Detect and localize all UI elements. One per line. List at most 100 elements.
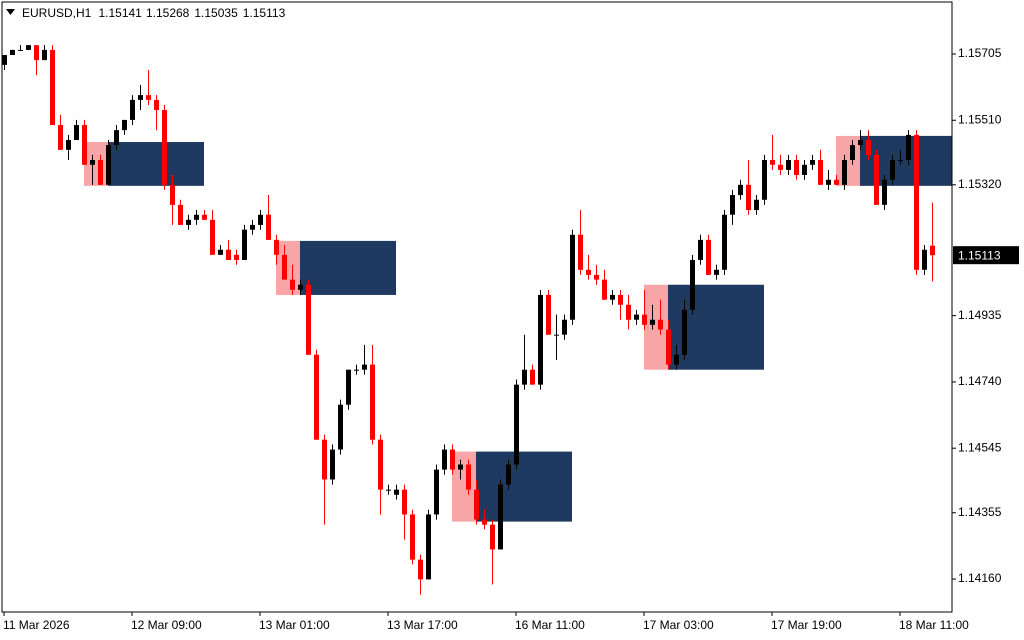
candle-body	[258, 214, 263, 225]
candle-body	[274, 239, 279, 255]
candle-body	[98, 160, 103, 185]
candle-body	[82, 125, 87, 165]
candle-body	[314, 354, 319, 440]
zone-origin	[452, 451, 476, 522]
candle-body	[186, 219, 191, 225]
candle-body	[850, 145, 855, 161]
candle-body	[626, 304, 631, 320]
candle-body	[354, 369, 359, 371]
candle-body	[818, 160, 823, 185]
candle-body	[842, 160, 847, 185]
zone-extension	[300, 240, 396, 295]
candle-body	[754, 199, 759, 210]
close-value: 1.15113	[243, 6, 286, 20]
candle-body	[490, 524, 495, 550]
candle-body	[858, 139, 863, 146]
candle-body	[570, 234, 575, 320]
candle-body	[666, 329, 671, 365]
zone-origin	[644, 284, 668, 370]
candle-body	[418, 559, 423, 580]
candle-body	[378, 439, 383, 490]
candle-body	[618, 294, 623, 305]
candle-body	[578, 234, 583, 270]
candle-body	[682, 309, 687, 355]
candle-body	[250, 224, 255, 230]
y-tick-label: 1.14545	[958, 440, 1002, 454]
candle-body	[834, 179, 839, 185]
candle-body	[762, 160, 767, 200]
candle-body	[298, 284, 303, 290]
candle-body	[898, 160, 903, 162]
candle-body	[882, 179, 887, 205]
zone-origin	[836, 135, 860, 186]
candle-body	[386, 489, 391, 491]
candle-body	[58, 125, 63, 150]
candle-body	[698, 239, 703, 260]
candle-body	[146, 95, 151, 100]
candle-body	[74, 125, 79, 140]
y-tick-label: 1.15510	[958, 112, 1002, 126]
candle-body	[266, 214, 271, 240]
x-tick-label: 13 Mar 01:00	[259, 618, 330, 632]
candle-body	[282, 254, 287, 280]
y-tick-label: 1.15705	[958, 46, 1002, 60]
candle-body	[706, 239, 711, 275]
candle-body	[738, 184, 743, 196]
candle-body	[514, 384, 519, 465]
candle-body	[794, 160, 799, 175]
x-tick-label: 18 Mar 11:00	[899, 618, 969, 632]
candle-body	[586, 269, 591, 275]
candle-body	[562, 319, 567, 335]
candle-body	[194, 214, 199, 220]
candle-body	[90, 160, 95, 165]
candle-body	[242, 229, 247, 260]
candle-body	[34, 45, 39, 61]
candle-body	[458, 464, 463, 470]
x-tick-label: 13 Mar 17:00	[387, 618, 458, 632]
candle-body	[106, 145, 111, 185]
candle-body	[906, 134, 911, 161]
candle-body	[546, 294, 551, 335]
candle-body	[290, 279, 295, 290]
candle-body	[450, 449, 455, 470]
candle-body	[170, 184, 175, 205]
candle-body	[362, 364, 367, 370]
low-value: 1.15035	[194, 6, 238, 20]
candle-body	[130, 99, 135, 120]
candle-body	[786, 160, 791, 170]
candle-body	[442, 449, 447, 470]
candle-body	[746, 184, 751, 210]
candle-body	[394, 489, 399, 495]
chart-header: EURUSD,H1 1.15141 1.15268 1.15035 1.15113	[22, 6, 286, 20]
x-tick-label: 16 Mar 11:00	[515, 618, 585, 632]
candle-body	[434, 469, 439, 515]
candle-body	[482, 519, 487, 525]
y-tick-label: 1.14160	[958, 571, 1002, 585]
x-tick-label: 12 Mar 09:00	[131, 618, 202, 632]
candle-body	[66, 139, 71, 150]
candle-body	[650, 319, 655, 325]
candle-body	[610, 294, 615, 300]
candle-body	[690, 259, 695, 310]
candle-body	[346, 369, 351, 405]
x-tick-label: 11 Mar 2026	[3, 618, 70, 632]
candle-body	[826, 179, 831, 185]
candle-body	[330, 449, 335, 480]
symbol: EURUSD,H1	[22, 6, 92, 20]
candle-body	[474, 489, 479, 520]
candle-body	[26, 45, 31, 50]
candle-body	[210, 219, 215, 255]
candle-body	[226, 249, 231, 260]
high-value: 1.15268	[146, 6, 190, 20]
candle-body	[306, 284, 311, 355]
candle-body	[930, 245, 935, 256]
collapse-arrow[interactable]	[6, 9, 15, 15]
y-tick-label: 1.14935	[958, 308, 1002, 322]
candle-body	[770, 160, 775, 165]
candle-body	[714, 269, 719, 275]
candle-body	[162, 110, 167, 185]
candle-body	[50, 49, 55, 126]
candle-body	[370, 364, 375, 440]
candle-body	[602, 279, 607, 300]
